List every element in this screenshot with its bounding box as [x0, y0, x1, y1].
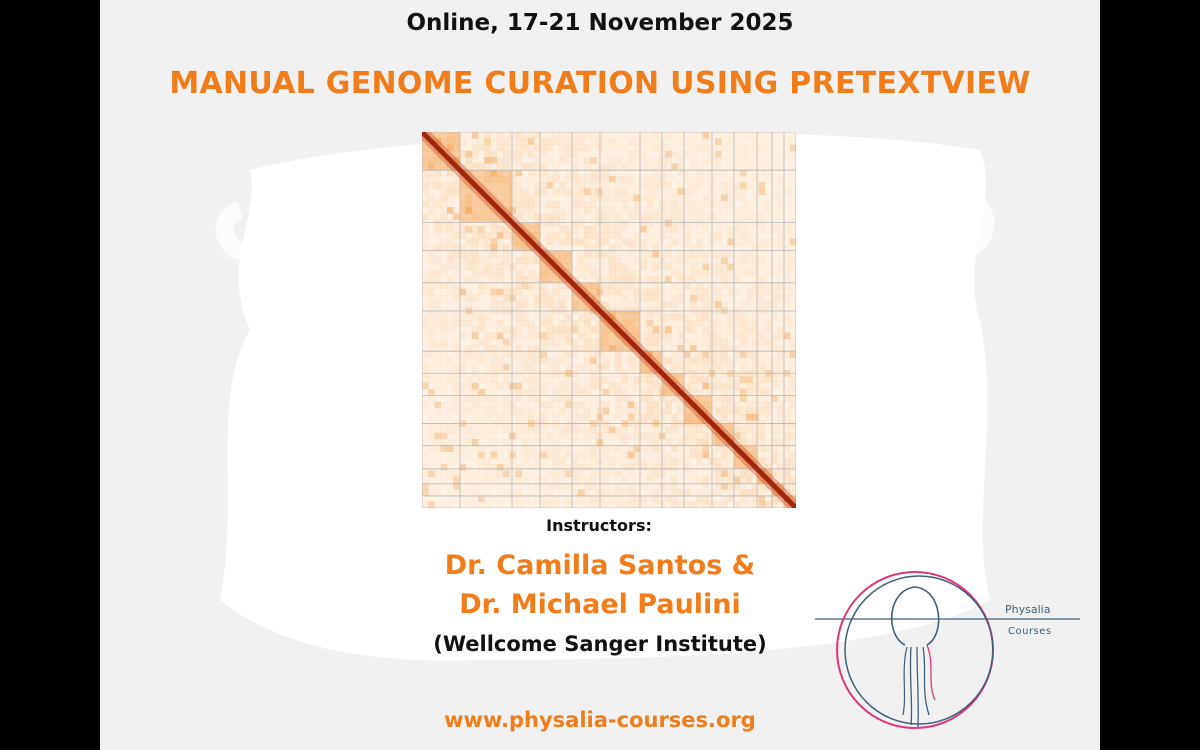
physalia-jellyfish-logo-icon	[815, 571, 1080, 729]
event-date: Online, 17-21 November 2025	[406, 10, 794, 36]
logo-name: Physalia	[1005, 603, 1051, 616]
logo-subtitle: Courses	[1008, 626, 1052, 637]
website-link[interactable]: www.physalia-courses.org	[444, 708, 756, 732]
hi-c-contact-map-image	[422, 132, 796, 508]
course-flyer: Online, 17-21 November 2025 MANUAL GENOM…	[100, 0, 1100, 750]
instructors-label: Instructors:	[100, 516, 1100, 535]
instructor-affiliation: (Wellcome Sanger Institute)	[433, 632, 767, 656]
instructors-label-text: Instructors:	[546, 516, 652, 535]
instructor-names-line-1: Dr. Camilla Santos &	[444, 550, 756, 581]
instructor-names-line-2: Dr. Michael Paulini	[459, 589, 741, 620]
course-title: MANUAL GENOME CURATION USING PRETEXTVIEW	[169, 66, 1031, 101]
